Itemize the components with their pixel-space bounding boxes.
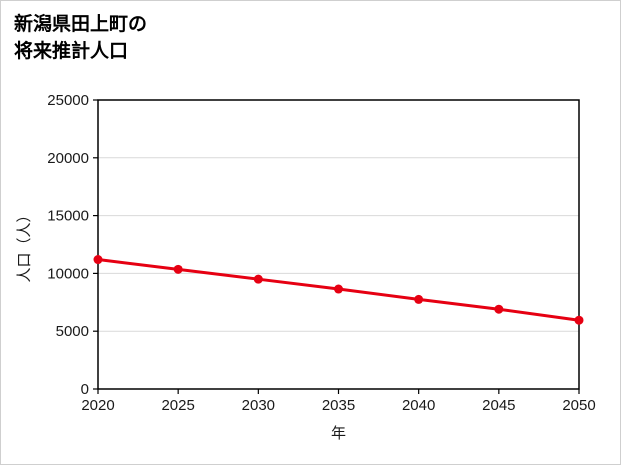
chart-title-line1: 新潟県田上町の: [14, 14, 148, 35]
data-point: [173, 264, 183, 274]
data-point: [93, 255, 103, 265]
data-point: [334, 284, 343, 294]
chart-title-line2: 将来推計人口: [14, 41, 129, 62]
y-tick-label: 25000: [47, 92, 89, 109]
y-tick-label: 20000: [47, 150, 89, 167]
data-point: [253, 274, 263, 284]
x-tick-label: 2050: [562, 397, 595, 414]
x-tick-label: 2025: [161, 397, 194, 414]
data-point: [414, 294, 424, 304]
chart-title: 新潟県田上町の 将来推計人口: [14, 11, 147, 65]
data-point: [494, 304, 504, 314]
x-tick-label: 2045: [482, 397, 515, 414]
x-tick-label: 2035: [322, 397, 355, 414]
y-tick-label: 0: [81, 381, 89, 398]
y-tick-label: 10000: [47, 265, 89, 282]
x-tick-label: 2020: [81, 397, 114, 414]
x-axis-label: 年: [330, 425, 346, 442]
y-tick-label: 15000: [47, 208, 89, 225]
y-tick-label: 5000: [56, 323, 89, 340]
x-tick-label: 2030: [242, 397, 275, 414]
data-point: [574, 315, 584, 325]
plot-border: [97, 99, 580, 390]
x-tick-label: 2040: [402, 397, 435, 414]
